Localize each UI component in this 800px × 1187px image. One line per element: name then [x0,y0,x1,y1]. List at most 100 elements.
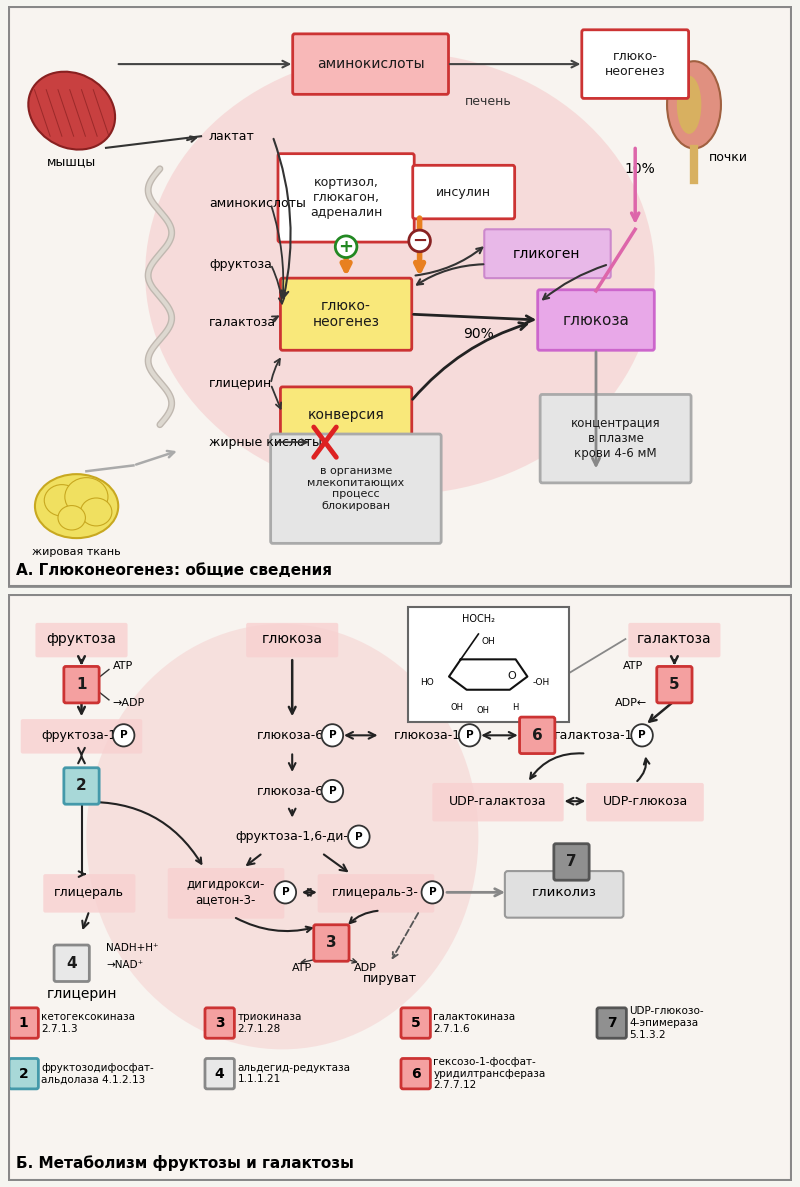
Text: 7: 7 [566,855,577,869]
Text: 1: 1 [76,677,86,692]
Ellipse shape [146,52,654,495]
Text: ADP: ADP [354,964,377,973]
Text: лактат: лактат [209,129,254,142]
Text: O: O [507,671,516,680]
Text: глюкоза: глюкоза [262,633,322,646]
Ellipse shape [422,881,443,903]
Text: глюко-
неогенез: глюко- неогенез [605,50,666,78]
FancyBboxPatch shape [657,666,692,703]
Text: галактоза: галактоза [637,633,712,646]
FancyBboxPatch shape [597,1008,626,1039]
Ellipse shape [86,624,478,1049]
FancyBboxPatch shape [9,1059,38,1088]
Text: фруктоза-1-: фруктоза-1- [42,729,122,742]
Text: жирные кислоты: жирные кислоты [209,436,322,449]
Text: 4: 4 [215,1067,225,1080]
FancyBboxPatch shape [64,666,99,703]
Text: P: P [282,888,289,897]
Text: глицераль-3-: глицераль-3- [332,886,419,899]
Text: кетогексокиназа
2.7.1.3: кетогексокиназа 2.7.1.3 [42,1013,135,1034]
Text: UDP-глюкозо-
4-эпимераза
5.1.3.2: UDP-глюкозо- 4-эпимераза 5.1.3.2 [630,1007,704,1040]
FancyBboxPatch shape [314,925,349,961]
Text: глицераль: глицераль [54,886,124,899]
Ellipse shape [81,499,112,526]
FancyBboxPatch shape [54,945,90,982]
Text: альдегид-редуктаза
1.1.1.21: альдегид-редуктаза 1.1.1.21 [238,1062,350,1085]
Text: глицерин: глицерин [46,986,117,1001]
Text: P: P [329,786,336,796]
Text: 2: 2 [19,1067,29,1080]
FancyBboxPatch shape [64,768,99,805]
Text: глюкоза-6-: глюкоза-6- [256,729,328,742]
Text: глюкоза-6-: глюкоза-6- [256,785,328,798]
Text: фруктоза-1,6-ди-: фруктоза-1,6-ди- [236,830,349,843]
FancyBboxPatch shape [582,30,689,99]
Text: 10%: 10% [625,161,655,176]
Text: в организме
млекопитающих
процесс
блокирован: в организме млекопитающих процесс блокир… [307,466,405,512]
Text: OH: OH [482,637,495,646]
FancyBboxPatch shape [35,623,127,658]
FancyBboxPatch shape [519,717,555,754]
Ellipse shape [677,76,702,134]
Text: 4: 4 [66,956,77,971]
FancyBboxPatch shape [401,1059,430,1088]
Text: 3: 3 [215,1016,225,1030]
Text: пируват: пируват [363,972,418,985]
Text: конверсия: конверсия [308,408,385,423]
Text: концентрация
в плазме
крови 4-6 мМ: концентрация в плазме крови 4-6 мМ [570,417,661,461]
Text: P: P [355,832,362,842]
Text: UDP-галактоза: UDP-галактоза [449,794,547,807]
Text: печень: печень [465,95,511,108]
Text: HOCH₂: HOCH₂ [462,614,495,624]
Text: кортизол,
глюкагон,
адреналин: кортизол, глюкагон, адреналин [310,177,382,220]
Ellipse shape [35,474,118,538]
Text: галактоза-1-: галактоза-1- [554,729,638,742]
Ellipse shape [65,477,108,516]
Text: P: P [638,730,646,741]
Text: глюкоза: глюкоза [562,312,630,328]
Text: ATP: ATP [622,661,643,672]
Text: 6: 6 [411,1067,421,1080]
Text: триокиназа
2.7.1.28: триокиназа 2.7.1.28 [238,1013,302,1034]
FancyBboxPatch shape [413,165,514,218]
Text: ATP: ATP [113,661,133,672]
Text: P: P [466,730,474,741]
Text: глицерин: глицерин [209,377,272,391]
Text: ADP←: ADP← [614,698,647,707]
Text: глюкоза-1-: глюкоза-1- [394,729,466,742]
Text: 1: 1 [19,1016,29,1030]
FancyBboxPatch shape [9,1008,38,1039]
Text: P: P [120,730,127,741]
Text: А. Глюконеогенез: общие сведения: А. Глюконеогенез: общие сведения [16,563,332,578]
Text: OH: OH [477,706,490,715]
Text: NADH+H⁺: NADH+H⁺ [106,942,158,953]
Ellipse shape [58,506,86,529]
FancyBboxPatch shape [540,394,691,483]
Text: 3: 3 [326,935,337,951]
Ellipse shape [274,881,296,903]
Text: 2: 2 [76,779,87,793]
FancyBboxPatch shape [281,278,412,350]
Text: мышцы: мышцы [47,154,96,167]
Text: H: H [513,703,519,712]
Ellipse shape [631,724,653,747]
FancyBboxPatch shape [484,229,610,278]
Text: −: − [412,231,427,250]
FancyBboxPatch shape [318,874,434,913]
FancyBboxPatch shape [205,1008,234,1039]
FancyBboxPatch shape [586,783,704,821]
Ellipse shape [322,724,343,747]
FancyBboxPatch shape [401,1008,430,1039]
Text: Б. Метаболизм фруктозы и галактозы: Б. Метаболизм фруктозы и галактозы [16,1155,354,1170]
Ellipse shape [667,62,721,148]
Text: галактокиназа
2.7.1.6: галактокиназа 2.7.1.6 [434,1013,515,1034]
Text: фруктозодифосфат-
альдолаза 4.1.2.13: фруктозодифосфат- альдолаза 4.1.2.13 [42,1062,154,1085]
Text: P: P [329,730,336,741]
FancyBboxPatch shape [281,387,412,444]
Text: OH: OH [450,703,463,712]
Text: фруктоза: фруктоза [46,633,117,646]
Ellipse shape [113,724,134,747]
Text: инсулин: инсулин [436,185,491,198]
Text: глюко-
неогенез: глюко- неогенез [313,299,379,329]
Text: 90%: 90% [463,326,494,341]
